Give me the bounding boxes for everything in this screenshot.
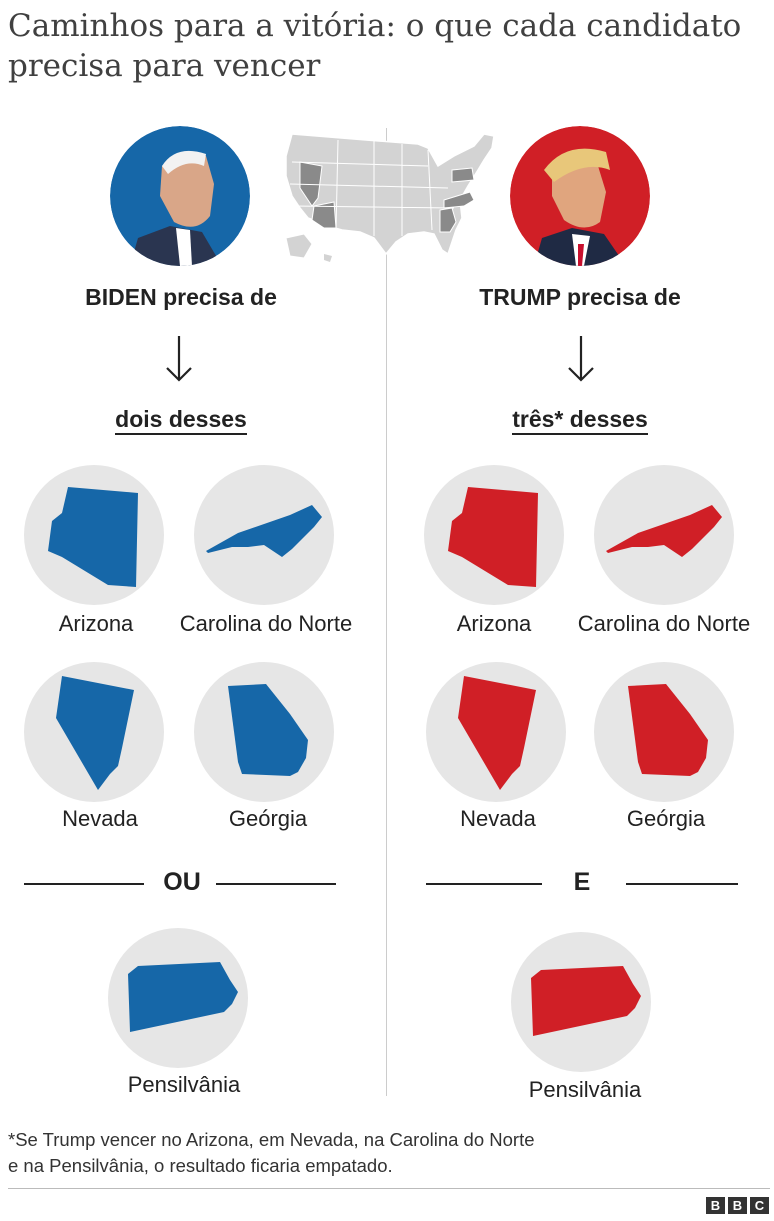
- trump-down-arrow-icon: [568, 336, 594, 382]
- biden-state-label-georgia: Geórgia: [228, 806, 308, 831]
- us-map: [285, 133, 495, 262]
- trump-pennsylvania-shape: [511, 932, 651, 1072]
- trump-state-label-pennsylvania: Pensilvânia: [528, 1077, 642, 1102]
- bbc-logo-block-2: B: [728, 1197, 747, 1214]
- trump-georgia-shape: [594, 662, 734, 802]
- us-map-north-carolina: [443, 191, 475, 209]
- biden-state-label-north-carolina: Carolina do Norte: [179, 611, 353, 636]
- bbc-logo-block-1: B: [706, 1197, 725, 1214]
- us-map-alaska: [285, 233, 313, 259]
- column-divider: [386, 128, 387, 1096]
- biden-separator-line-left: [24, 883, 144, 885]
- biden-north-carolina-shape: [194, 465, 334, 605]
- page-title: Caminhos para a vitória: o que cada cand…: [8, 8, 742, 84]
- bbc-logo-block-3: C: [750, 1197, 769, 1214]
- us-map-lines: [289, 139, 455, 236]
- biden-arizona-shape: [24, 465, 164, 605]
- trump-portrait: [510, 126, 650, 266]
- biden-down-arrow-icon: [166, 336, 192, 382]
- biden-separator-or: OU: [163, 868, 201, 896]
- biden-state-label-arizona: Arizona: [58, 611, 134, 636]
- trump-arizona-shape: [424, 465, 564, 605]
- us-map-pennsylvania: [451, 167, 475, 183]
- biden-needs-heading: BIDEN precisa de: [85, 284, 277, 310]
- us-map-hawaii: [324, 254, 332, 262]
- trump-needs-heading: TRUMP precisa de: [479, 284, 681, 310]
- trump-separator-line-right: [626, 883, 738, 885]
- us-map-nevada: [299, 161, 323, 207]
- trump-state-label-arizona: Arizona: [456, 611, 532, 636]
- footnote-line-2: e na Pensilvânia, o resultado ficaria em…: [8, 1155, 393, 1176]
- us-map-arizona: [311, 201, 337, 229]
- biden-separator-line-right: [216, 883, 336, 885]
- trump-state-label-nevada: Nevada: [460, 806, 536, 831]
- trump-state-label-north-carolina: Carolina do Norte: [577, 611, 751, 636]
- biden-state-label-nevada: Nevada: [62, 806, 138, 831]
- biden-portrait: [110, 126, 250, 266]
- biden-subhead-text: dois desses: [115, 406, 247, 435]
- footer-rule: [8, 1188, 770, 1189]
- trump-separator-line-left: [426, 883, 542, 885]
- biden-state-label-pennsylvania: Pensilvânia: [127, 1072, 241, 1097]
- biden-nevada-shape: [24, 662, 164, 802]
- footnote-line-1: *Se Trump vencer no Arizona, em Nevada, …: [8, 1129, 535, 1150]
- trump-separator-and: E: [573, 868, 591, 896]
- biden-subhead: dois desses: [21, 406, 341, 435]
- trump-subhead-text: três* desses: [512, 406, 648, 435]
- trump-north-carolina-shape: [594, 465, 734, 605]
- biden-pennsylvania-shape: [108, 928, 248, 1068]
- bbc-logo: B B C: [706, 1197, 769, 1214]
- trump-nevada-shape: [426, 662, 566, 802]
- biden-georgia-shape: [194, 662, 334, 802]
- trump-subhead: três* desses: [420, 406, 740, 435]
- footnote: *Se Trump vencer no Arizona, em Nevada, …: [8, 1127, 708, 1179]
- trump-state-label-georgia: Geórgia: [626, 806, 706, 831]
